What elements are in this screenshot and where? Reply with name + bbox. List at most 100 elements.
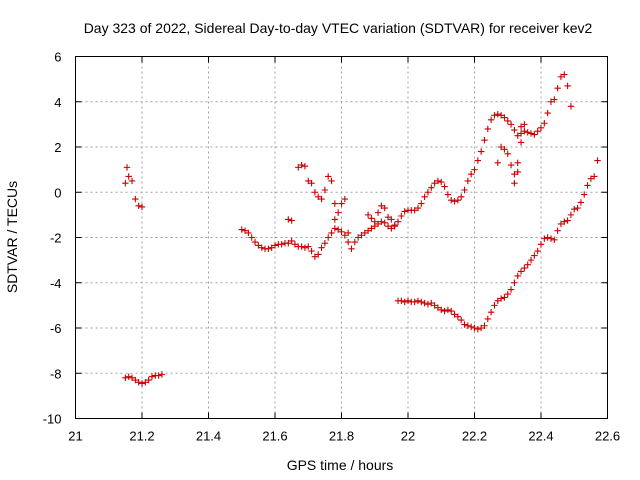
grid xyxy=(75,56,608,419)
data-point xyxy=(474,157,482,164)
data-point xyxy=(507,121,515,128)
data-point xyxy=(325,234,332,241)
data-point xyxy=(158,371,166,378)
data-point xyxy=(341,232,349,239)
data-point xyxy=(451,311,458,318)
data-point xyxy=(458,193,465,200)
data-point xyxy=(364,227,372,234)
y-tick-label: 2 xyxy=(54,140,61,155)
data-point xyxy=(491,112,498,119)
data-point xyxy=(321,186,329,194)
data-point xyxy=(398,297,405,305)
data-point xyxy=(514,168,521,176)
data-point xyxy=(381,219,388,226)
data-point xyxy=(255,242,262,249)
data-point xyxy=(122,374,129,381)
data-point xyxy=(587,175,595,182)
data-point xyxy=(424,301,432,308)
data-point xyxy=(544,109,551,117)
data-point xyxy=(434,304,442,311)
data-point xyxy=(571,206,578,213)
data-point xyxy=(401,208,408,215)
data-point xyxy=(551,96,558,103)
data-point xyxy=(514,272,521,280)
data-point xyxy=(464,322,472,329)
data-point xyxy=(428,299,435,307)
data-point xyxy=(524,261,531,268)
data-point xyxy=(371,218,378,225)
data-point xyxy=(481,137,488,144)
data-point xyxy=(145,376,152,384)
data-point xyxy=(248,234,255,241)
data-point xyxy=(305,177,312,185)
data-point xyxy=(308,180,315,187)
data-point xyxy=(551,236,558,243)
data-point xyxy=(471,166,478,173)
data-point xyxy=(155,372,162,379)
data-point xyxy=(511,279,518,286)
data-point xyxy=(564,217,571,224)
data-point xyxy=(278,241,285,248)
data-point xyxy=(564,82,571,90)
data-point xyxy=(521,121,528,128)
data-point xyxy=(142,379,149,386)
data-point xyxy=(511,126,518,134)
data-point xyxy=(431,180,438,187)
data-point xyxy=(514,159,521,167)
data-point xyxy=(537,124,545,131)
data-point xyxy=(285,239,292,247)
data-point xyxy=(531,252,538,259)
data-point xyxy=(125,173,132,180)
y-tick-label: -6 xyxy=(50,321,62,336)
data-point xyxy=(318,195,325,203)
data-point xyxy=(128,374,136,381)
data-point xyxy=(471,324,478,332)
data-point xyxy=(374,220,382,228)
data-point xyxy=(477,148,485,155)
y-tick-label: -10 xyxy=(43,412,62,427)
x-tick-labels: 21 21.2 21.4 21.6 21.8 22 22.2 22.4 22.6 xyxy=(68,429,620,444)
data-point xyxy=(344,229,352,237)
x-tick-label: 22.6 xyxy=(595,429,620,444)
data-point xyxy=(148,373,156,380)
data-point xyxy=(361,229,368,237)
data-point xyxy=(541,120,548,127)
data-point xyxy=(308,247,315,255)
data-point xyxy=(507,161,515,169)
x-tick-label: 22 xyxy=(401,429,415,444)
data-point xyxy=(434,177,442,185)
data-point xyxy=(464,177,472,185)
data-point xyxy=(547,235,555,242)
data-point xyxy=(517,123,525,130)
data-point xyxy=(354,234,362,241)
data-point xyxy=(477,324,485,332)
data-point xyxy=(544,234,551,241)
series-track-3 xyxy=(238,71,575,260)
data-point xyxy=(527,130,535,137)
data-point xyxy=(288,217,295,224)
data-point xyxy=(497,112,505,119)
series-track-4 xyxy=(394,157,601,333)
data-point xyxy=(554,227,561,234)
data-point xyxy=(125,373,132,380)
data-point xyxy=(344,238,352,246)
data-point xyxy=(521,264,528,272)
data-point xyxy=(467,170,475,178)
data-point xyxy=(554,84,561,92)
data-point xyxy=(301,244,309,251)
y-tick-label: 4 xyxy=(54,95,61,110)
data-point xyxy=(388,225,395,232)
data-points xyxy=(122,71,601,387)
data-point xyxy=(461,186,468,194)
data-point xyxy=(368,215,375,222)
data-point xyxy=(484,315,491,323)
data-point xyxy=(122,180,129,187)
data-point xyxy=(368,225,375,232)
data-point xyxy=(501,294,508,301)
data-point xyxy=(311,189,319,196)
data-point xyxy=(561,218,568,225)
data-point xyxy=(398,212,405,220)
data-point xyxy=(288,237,295,245)
data-point xyxy=(514,132,521,139)
